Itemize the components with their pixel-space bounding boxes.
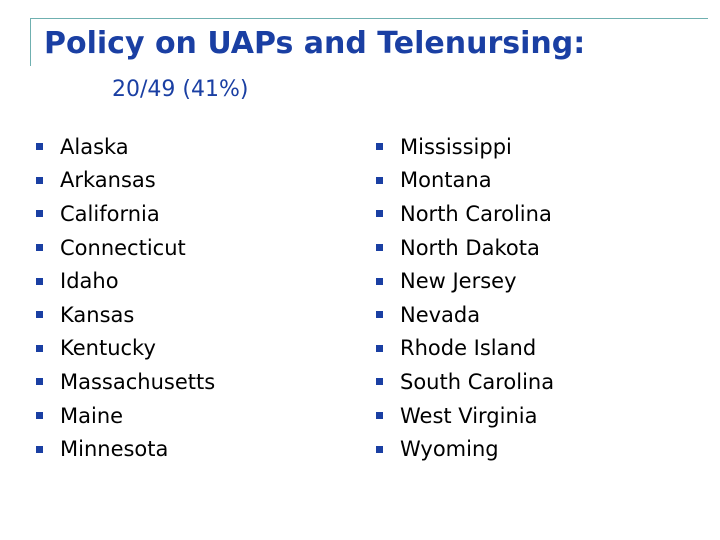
state-name: Kentucky — [60, 336, 156, 361]
square-bullet-icon — [376, 378, 383, 386]
square-bullet-icon — [36, 378, 43, 386]
list-item: Wyoming — [376, 432, 554, 466]
state-name: North Carolina — [400, 201, 552, 226]
list-item: North Dakota — [376, 231, 554, 265]
list-item: Kentucky — [36, 332, 215, 366]
state-name: California — [60, 201, 160, 226]
square-bullet-icon — [36, 277, 43, 285]
list-item: New Jersey — [376, 264, 554, 298]
state-name: Nevada — [400, 302, 481, 327]
list-item: West Virginia — [376, 399, 554, 433]
state-name: Minnesota — [60, 437, 169, 462]
list-item: California — [36, 197, 215, 231]
square-bullet-icon — [376, 143, 383, 151]
state-name: South Carolina — [400, 369, 555, 394]
title-frame-left-line — [30, 18, 31, 66]
title-frame-top-line — [30, 18, 708, 19]
list-item: Mississippi — [376, 130, 554, 164]
slide-title: Policy on UAPs and Telenursing: — [44, 26, 586, 61]
list-item: North Carolina — [376, 197, 554, 231]
state-name: West Virginia — [400, 403, 538, 428]
state-name: Massachusetts — [60, 369, 216, 394]
square-bullet-icon — [376, 244, 383, 252]
list-item: Rhode Island — [376, 332, 554, 366]
square-bullet-icon — [376, 277, 383, 285]
square-bullet-icon — [376, 311, 383, 319]
state-name: North Dakota — [400, 235, 540, 260]
square-bullet-icon — [36, 311, 43, 319]
state-name: New Jersey — [400, 269, 517, 294]
square-bullet-icon — [36, 210, 43, 218]
list-item: Kansas — [36, 298, 215, 332]
list-item: Alaska — [36, 130, 215, 164]
list-item: Minnesota — [36, 432, 215, 466]
square-bullet-icon — [376, 445, 383, 453]
slide-subtitle: 20/49 (41%) — [112, 77, 249, 102]
square-bullet-icon — [376, 210, 383, 218]
square-bullet-icon — [36, 176, 43, 184]
square-bullet-icon — [36, 143, 43, 151]
list-item: Massachusetts — [36, 365, 215, 399]
state-name: Arkansas — [60, 168, 156, 193]
square-bullet-icon — [376, 176, 383, 184]
list-item: Connecticut — [36, 231, 215, 265]
state-list-left: Alaska Arkansas California Connecticut I… — [36, 130, 215, 466]
state-name: Montana — [400, 168, 492, 193]
state-list-right: Mississippi Montana North Carolina North… — [376, 130, 554, 466]
square-bullet-icon — [36, 412, 43, 420]
state-name: Rhode Island — [400, 336, 537, 361]
list-item: Maine — [36, 399, 215, 433]
state-name: Kansas — [60, 302, 135, 327]
state-name: Maine — [60, 403, 124, 428]
list-item: Arkansas — [36, 164, 215, 198]
list-item: Idaho — [36, 264, 215, 298]
state-name: Alaska — [60, 134, 129, 159]
square-bullet-icon — [376, 412, 383, 420]
list-item: Montana — [376, 164, 554, 198]
state-name: Mississippi — [400, 134, 512, 159]
state-name: Wyoming — [400, 437, 499, 462]
square-bullet-icon — [36, 244, 43, 252]
list-item: Nevada — [376, 298, 554, 332]
square-bullet-icon — [36, 344, 43, 352]
square-bullet-icon — [376, 344, 383, 352]
square-bullet-icon — [36, 445, 43, 453]
state-name: Connecticut — [60, 235, 186, 260]
list-item: South Carolina — [376, 365, 554, 399]
state-name: Idaho — [60, 269, 119, 294]
